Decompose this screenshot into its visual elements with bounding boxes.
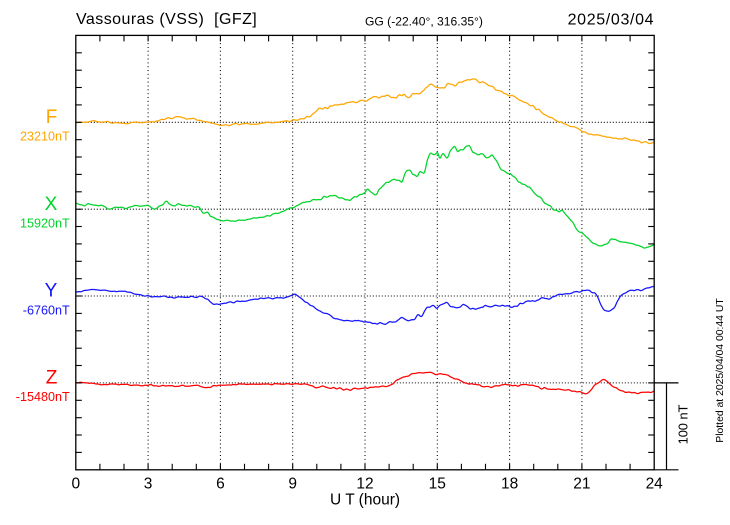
svg-text:Z: Z — [46, 368, 58, 389]
svg-text:0: 0 — [71, 476, 80, 493]
svg-text:F: F — [46, 107, 58, 128]
svg-text:23210nT: 23210nT — [20, 130, 70, 144]
svg-text:15: 15 — [429, 476, 446, 493]
svg-text:100 nT: 100 nT — [676, 404, 691, 444]
svg-text:U T (hour): U T (hour) — [330, 491, 400, 508]
svg-text:6: 6 — [216, 476, 225, 493]
svg-text:Vassouras (VSS) [GFZ]: Vassouras (VSS) [GFZ] — [76, 11, 257, 28]
svg-text:X: X — [45, 194, 58, 215]
svg-text:-6760nT: -6760nT — [23, 303, 70, 317]
svg-text:9: 9 — [288, 476, 297, 493]
svg-text:Y: Y — [45, 281, 58, 302]
svg-text:3: 3 — [144, 476, 153, 493]
svg-text:21: 21 — [573, 476, 590, 493]
svg-text:12: 12 — [356, 476, 373, 493]
svg-text:-15480nT: -15480nT — [16, 390, 70, 404]
svg-text:24: 24 — [646, 476, 664, 493]
svg-text:15920nT: 15920nT — [20, 217, 70, 231]
svg-text:GG (-22.40°, 316.35°): GG (-22.40°, 316.35°) — [365, 15, 483, 29]
svg-text:Plotted at 2025/04/04 00:44 UT: Plotted at 2025/04/04 00:44 UT — [715, 298, 726, 443]
svg-text:18: 18 — [501, 476, 518, 493]
svg-text:2025/03/04: 2025/03/04 — [568, 12, 655, 29]
